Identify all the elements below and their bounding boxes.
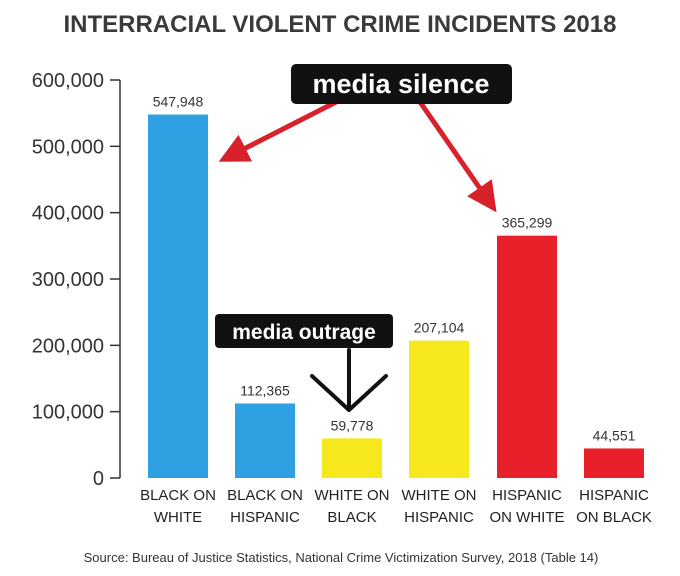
- chart-title: INTERRACIAL VIOLENT CRIME INCIDENTS 2018: [64, 11, 617, 38]
- data-label: 365,299: [502, 215, 553, 231]
- y-axis: 0 100,000 200,000 300,000 400,000 500,000 600,…: [32, 70, 121, 490]
- category-label: BLACK: [327, 509, 376, 526]
- arrow-to-black-on-white: [218, 97, 342, 162]
- category-label: WHITE ON: [315, 487, 390, 504]
- bar: [584, 448, 644, 478]
- category-label: WHITE ON: [402, 487, 477, 504]
- data-label: 207,104: [414, 320, 465, 336]
- y-tick-label: 100,000: [32, 402, 104, 424]
- data-label: 112,365: [240, 382, 290, 398]
- source-note: Source: Bureau of Justice Statistics, Na…: [84, 550, 599, 565]
- y-tick-label: 400,000: [32, 203, 104, 225]
- media-outrage-callout: [215, 314, 393, 348]
- bars: [148, 114, 644, 478]
- category-label: HISPANIC: [492, 487, 562, 504]
- bar: [409, 340, 469, 478]
- y-tick-label: 0: [93, 468, 104, 490]
- y-tick-label: 200,000: [32, 335, 104, 357]
- data-label: 59,778: [331, 417, 374, 433]
- data-label: 44,551: [593, 427, 636, 443]
- y-tick-label: 300,000: [32, 269, 104, 291]
- category-label: HISPANIC: [230, 509, 300, 526]
- media-silence-label: media silence: [312, 69, 489, 99]
- category-label: WHITE: [154, 509, 202, 526]
- bar: [148, 114, 208, 478]
- category-label: ON WHITE: [490, 509, 565, 526]
- media-silence-callout: [291, 64, 512, 104]
- outrage-arrow: [310, 348, 388, 412]
- bar: [235, 403, 295, 478]
- category-labels: BLACK ON WHITE BLACK ON HISPANIC WHITE ON BLA…: [140, 487, 652, 526]
- data-labels: 547,948 112,365 59,778 207,104 365,299 44,551: [153, 94, 636, 444]
- category-label: ON BLACK: [576, 509, 652, 526]
- category-label: HISPANIC: [404, 509, 474, 526]
- y-tick-label: 600,000: [32, 70, 104, 92]
- annotations: media silence media outrage: [215, 64, 512, 412]
- bar: [322, 438, 382, 478]
- bar: [497, 235, 557, 478]
- category-label: BLACK ON: [140, 487, 216, 504]
- arrow-to-hispanic-on-white: [417, 100, 497, 213]
- category-label: HISPANIC: [579, 487, 649, 504]
- y-tick-label: 500,000: [32, 136, 104, 158]
- category-label: BLACK ON: [227, 487, 303, 504]
- media-outrage-label: media outrage: [232, 321, 376, 344]
- data-label: 547,948: [153, 94, 204, 110]
